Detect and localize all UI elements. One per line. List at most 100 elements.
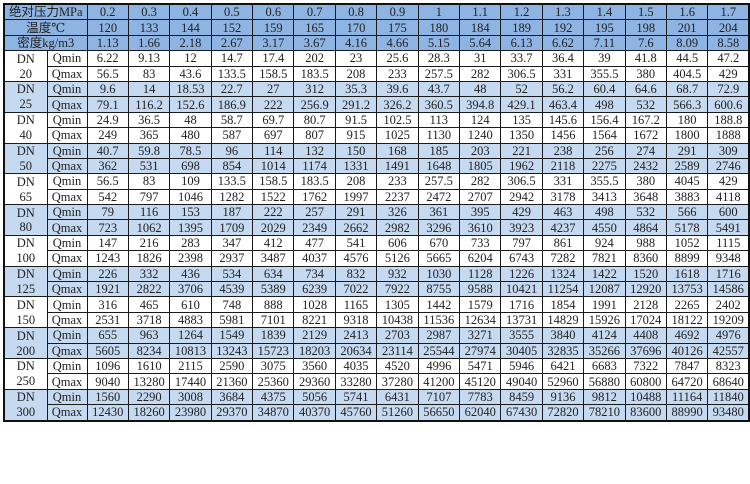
qmax-value-cell: 463.4	[541, 96, 585, 113]
qmax-value-cell: 9588	[459, 281, 502, 298]
qmin-value-cell: 78.5	[169, 142, 212, 159]
qmax-value-cell: 1395	[169, 219, 212, 236]
qmin-value-cell: 8323	[707, 357, 750, 375]
qmax-value-cell: 208	[334, 65, 378, 82]
qmax-value-cell: 542	[86, 188, 129, 206]
header-row-density: 密度kg/m3 1.13 1.66 2.18 2.67 3.17 3.67 4.16 4.66 5…	[3, 34, 750, 52]
qmax-value-cell: 480	[169, 127, 212, 144]
qmax-value-cell: 20634	[334, 342, 378, 359]
header-density-cell: 8.58	[707, 34, 750, 52]
qmax-value-cell: 10421	[500, 281, 543, 298]
dn-size-cell: DN	[3, 327, 48, 344]
qmin-value-cell: 40.7	[86, 142, 129, 159]
qmax-value-cell: 1522	[252, 188, 295, 206]
qmax-value-cell: 3718	[127, 311, 171, 329]
qmax-value-cell: 6239	[293, 281, 336, 298]
qmax-value-cell: 30405	[500, 342, 543, 359]
qmax-value-cell: 52960	[541, 373, 585, 390]
qmax-value-cell: 854	[210, 157, 254, 175]
qmax-value-cell: 133.5	[210, 65, 254, 82]
header-temperature-cell: 201	[665, 19, 709, 36]
qmax-value-cell: 56880	[583, 373, 626, 390]
header-density-cell: 2.67	[210, 34, 254, 52]
qmin-value-cell: 412	[252, 234, 295, 252]
header-density-cell: 3.17	[252, 34, 295, 52]
qmax-value-cell: 3610	[459, 219, 502, 236]
qmin-value-cell: 33.7	[500, 50, 543, 67]
qmax-value-cell: 291.2	[334, 96, 378, 113]
qmin-value-cell: 309	[707, 142, 750, 159]
qmax-value-cell: 5605	[86, 342, 129, 359]
qmin-value-cell: 116	[127, 204, 171, 221]
qmin-value-cell: 733	[459, 234, 502, 252]
qmax-value-cell: 9348	[707, 250, 750, 267]
qmin-value-cell: 7847	[665, 357, 709, 375]
qmax-value-cell: 23114	[376, 342, 419, 359]
qmax-value-cell: 2707	[459, 188, 502, 206]
qmax-value-cell: 60800	[624, 373, 667, 390]
qmin-value-cell: 7107	[417, 388, 461, 406]
qmin-value-cell: 1422	[583, 265, 626, 283]
qmin-value-cell: 797	[500, 234, 543, 252]
dn-size-cell: 300	[3, 404, 48, 422]
qmax-value-cell: 8221	[293, 311, 336, 329]
qmax-value-cell: 3487	[252, 250, 295, 267]
qmax-value-cell: 35266	[583, 342, 626, 359]
qmax-value-cell: 34870	[252, 404, 295, 422]
qmin-value-cell: 83	[127, 173, 171, 190]
table-row: DN Qmin 6.22 9.13 12 14.7 17.4 202 23 25.6 28.3 31 3…	[3, 50, 750, 67]
qmin-value-cell: 1052	[665, 234, 709, 252]
qmax-value-cell: 3706	[169, 281, 212, 298]
qmax-value-cell: 2942	[500, 188, 543, 206]
header-temperature-cell: 120	[86, 19, 129, 36]
qmax-value-cell: 1282	[210, 188, 254, 206]
qmin-value-cell: 9136	[541, 388, 585, 406]
qmin-value-cell: 634	[252, 265, 295, 283]
qmax-value-cell: 233	[376, 65, 419, 82]
qmax-value-cell: 12634	[459, 311, 502, 329]
qmin-value-cell: 6683	[583, 357, 626, 375]
header-temperature-cell: 184	[459, 19, 502, 36]
qmax-value-cell: 5491	[707, 219, 750, 236]
qmin-value-cell: 3684	[210, 388, 254, 406]
qmin-value-cell: 291	[665, 142, 709, 159]
qmax-value-cell: 25544	[417, 342, 461, 359]
qmax-value-cell: 9318	[334, 311, 378, 329]
header-temperature-cell: 189	[500, 19, 543, 36]
qmin-value-cell: 606	[376, 234, 419, 252]
header-pressure-cell: 0.5	[210, 3, 254, 21]
qmin-value-cell: 91.5	[334, 111, 378, 129]
qmin-value-cell: 96	[210, 142, 254, 159]
qmin-value-cell: 24.9	[86, 111, 129, 129]
qmax-value-cell: 2531	[86, 311, 129, 329]
qmax-value-cell: 1921	[86, 281, 129, 298]
header-pressure-cell: 1.4	[583, 3, 626, 21]
qmin-value-cell: 326	[376, 204, 419, 221]
qmin-value-cell: 221	[500, 142, 543, 159]
header-pressure-cell: 1.3	[541, 3, 585, 21]
qmax-value-cell: 17440	[169, 373, 212, 390]
qmax-value-cell: 83600	[624, 404, 667, 422]
qmin-value-cell: 44.5	[665, 50, 709, 67]
table-row: DN Qmin 79 116 153 187 222 257 291 326 361 395 429 46…	[3, 204, 750, 221]
qmin-value-cell: 4045	[665, 173, 709, 190]
qmin-value-cell: 1610	[127, 357, 171, 375]
qmin-value-cell: 3008	[169, 388, 212, 406]
qmin-value-cell: 4996	[417, 357, 461, 375]
qmin-value-cell: 135	[500, 111, 543, 129]
dn-size-cell: 50	[3, 158, 48, 175]
qmin-value-cell: 331	[541, 173, 585, 190]
header-density-cell: 5.64	[459, 34, 502, 52]
header-density-cell: 7.11	[583, 34, 626, 52]
header-pressure-cell: 0.4	[169, 3, 212, 21]
qmax-value-cell: 1800	[665, 127, 709, 144]
qmin-value-cell: 1839	[252, 327, 295, 344]
qmin-value-cell: 238	[541, 142, 585, 159]
qmax-value-cell: 531	[127, 157, 171, 175]
header-density-cell: 6.13	[500, 34, 543, 52]
qmin-value-cell: 1549	[210, 327, 254, 344]
qmax-label: Qmax	[46, 404, 88, 422]
qmin-value-cell: 429	[500, 204, 543, 221]
qmin-value-cell: 17.4	[252, 50, 295, 67]
qmax-value-cell: 5665	[417, 250, 461, 267]
